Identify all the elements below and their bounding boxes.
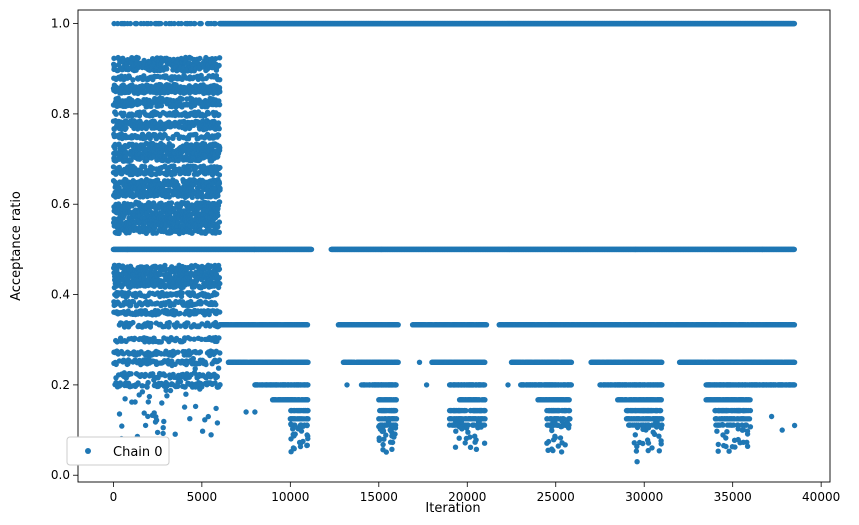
data-point <box>212 20 218 27</box>
data-point <box>148 20 154 27</box>
data-point <box>134 20 140 27</box>
data-point <box>791 246 797 253</box>
data-point <box>128 371 134 377</box>
data-point <box>308 246 315 253</box>
data-point <box>123 125 129 131</box>
scatter-points <box>110 20 798 465</box>
data-point <box>178 20 184 27</box>
data-point <box>171 20 177 27</box>
data-point <box>113 111 119 117</box>
data-point <box>192 20 198 27</box>
data-point <box>135 55 141 61</box>
data-point <box>198 20 204 27</box>
data-point <box>130 77 136 83</box>
data-point <box>791 20 798 27</box>
data-point <box>158 20 164 27</box>
data-point <box>130 319 136 326</box>
data-point <box>127 20 134 27</box>
